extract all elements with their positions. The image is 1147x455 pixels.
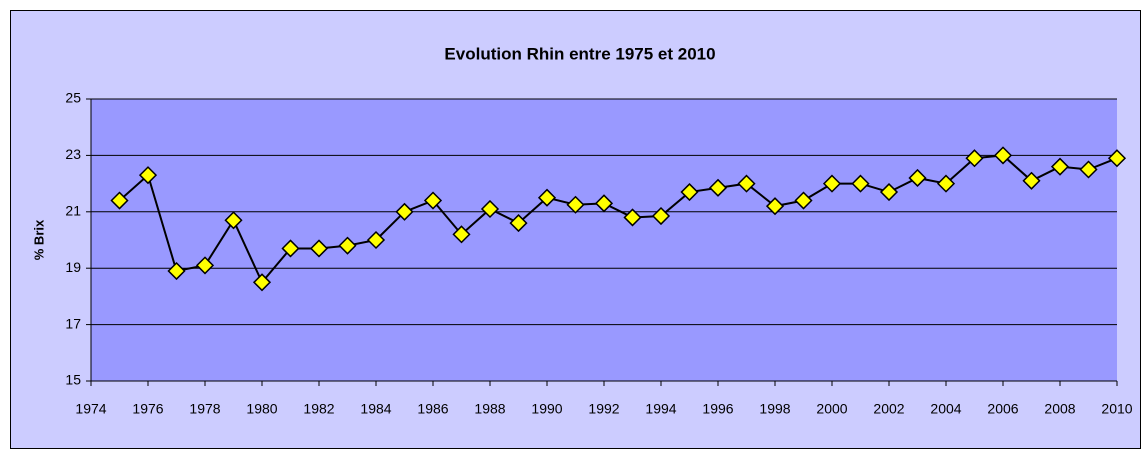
plot-area [91, 99, 1117, 381]
data-point [737, 174, 756, 193]
data-point [1107, 149, 1127, 168]
data-point [224, 211, 243, 230]
x-tick-label: 2004 [930, 401, 961, 417]
data-point [423, 191, 443, 210]
x-tick-label: 2002 [873, 401, 904, 417]
data-point [708, 178, 728, 197]
data-point [338, 236, 357, 255]
x-tick-label: 2000 [816, 401, 847, 417]
data-point [936, 174, 956, 193]
y-axis-label: % Brix [31, 219, 46, 260]
data-point [1079, 160, 1098, 179]
x-tick-label: 1986 [417, 401, 448, 417]
data-point [965, 149, 984, 168]
x-tick-label: 2010 [1101, 401, 1132, 417]
data-point [509, 214, 528, 233]
x-tick-label: 1980 [246, 401, 277, 417]
data-point [822, 174, 842, 193]
data-point [879, 182, 899, 202]
x-tick-label: 1984 [360, 401, 391, 417]
x-tick-label: 1974 [75, 401, 106, 417]
y-tick-label: 25 [65, 90, 81, 106]
y-tick-label: 17 [65, 315, 81, 331]
data-point [452, 225, 471, 244]
data-point [480, 199, 500, 219]
data-point [366, 230, 386, 250]
x-tick-label: 1982 [303, 401, 334, 417]
x-tick-label: 2006 [987, 401, 1018, 417]
data-point [167, 261, 186, 281]
data-point [281, 239, 300, 258]
chart-title: Evolution Rhin entre 1975 et 2010 [444, 44, 715, 63]
y-tick-label: 19 [65, 259, 81, 275]
y-tick-label: 23 [65, 146, 81, 162]
data-point [252, 273, 272, 292]
data-point [395, 202, 414, 221]
data-point [537, 188, 557, 207]
x-tick-label: 1990 [531, 401, 562, 417]
data-point [309, 239, 329, 258]
data-point [1050, 157, 1070, 176]
data-point [908, 168, 927, 188]
x-tick-label: 2008 [1044, 401, 1075, 417]
y-tick-label: 21 [65, 203, 81, 219]
data-point [594, 194, 614, 213]
x-tick-label: 1996 [702, 401, 733, 417]
data-point [138, 166, 158, 185]
data-point [110, 191, 129, 210]
data-point [993, 146, 1013, 165]
data-point [851, 174, 870, 193]
data-point [566, 195, 585, 214]
data-point [765, 197, 785, 216]
data-point [623, 208, 642, 227]
x-tick-label: 1978 [189, 401, 220, 417]
data-point [680, 182, 699, 202]
data-point [1022, 171, 1041, 190]
x-tick-label: 1976 [132, 401, 163, 417]
x-tick-label: 1994 [645, 401, 676, 417]
data-point [195, 256, 215, 275]
data-point [651, 206, 671, 226]
y-tick-label: 15 [65, 372, 81, 388]
x-tick-label: 1992 [588, 401, 619, 417]
x-tick-label: 1988 [474, 401, 505, 417]
data-point [794, 191, 813, 210]
x-tick-label: 1998 [759, 401, 790, 417]
